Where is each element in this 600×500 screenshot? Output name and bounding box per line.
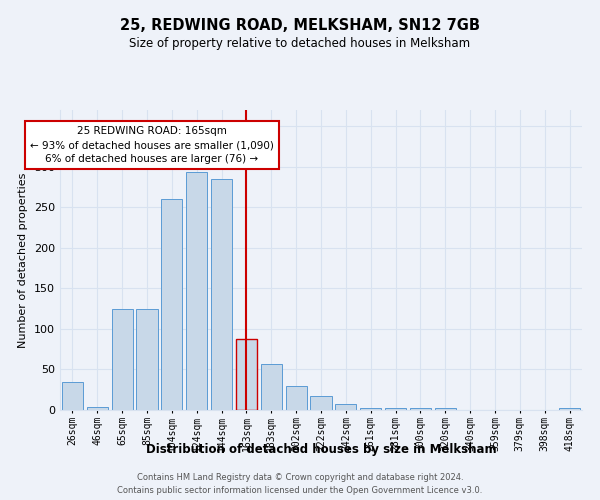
Bar	[559, 408, 580, 410]
Text: 25, REDWING ROAD, MELKSHAM, SN12 7GB: 25, REDWING ROAD, MELKSHAM, SN12 7GB	[120, 18, 480, 32]
Bar	[62, 382, 83, 410]
Bar	[211, 179, 232, 410]
Text: Contains public sector information licensed under the Open Government Licence v3: Contains public sector information licen…	[118, 486, 482, 495]
Text: Contains HM Land Registry data © Crown copyright and database right 2024.: Contains HM Land Registry data © Crown c…	[137, 472, 463, 482]
Bar	[161, 199, 182, 410]
Bar	[335, 404, 356, 410]
Bar	[186, 172, 207, 410]
Bar	[435, 408, 456, 410]
Bar	[236, 340, 257, 410]
Bar	[112, 308, 133, 410]
Bar	[385, 408, 406, 410]
Bar	[261, 364, 282, 410]
Text: Distribution of detached houses by size in Melksham: Distribution of detached houses by size …	[146, 442, 496, 456]
Bar	[236, 340, 257, 410]
Bar	[310, 396, 332, 410]
Text: Size of property relative to detached houses in Melksham: Size of property relative to detached ho…	[130, 38, 470, 51]
Text: 25 REDWING ROAD: 165sqm
← 93% of detached houses are smaller (1,090)
6% of detac: 25 REDWING ROAD: 165sqm ← 93% of detache…	[30, 126, 274, 164]
Bar	[136, 308, 158, 410]
Bar	[410, 408, 431, 410]
Bar	[286, 386, 307, 410]
Y-axis label: Number of detached properties: Number of detached properties	[19, 172, 28, 348]
Bar	[360, 408, 381, 410]
Bar	[87, 407, 108, 410]
